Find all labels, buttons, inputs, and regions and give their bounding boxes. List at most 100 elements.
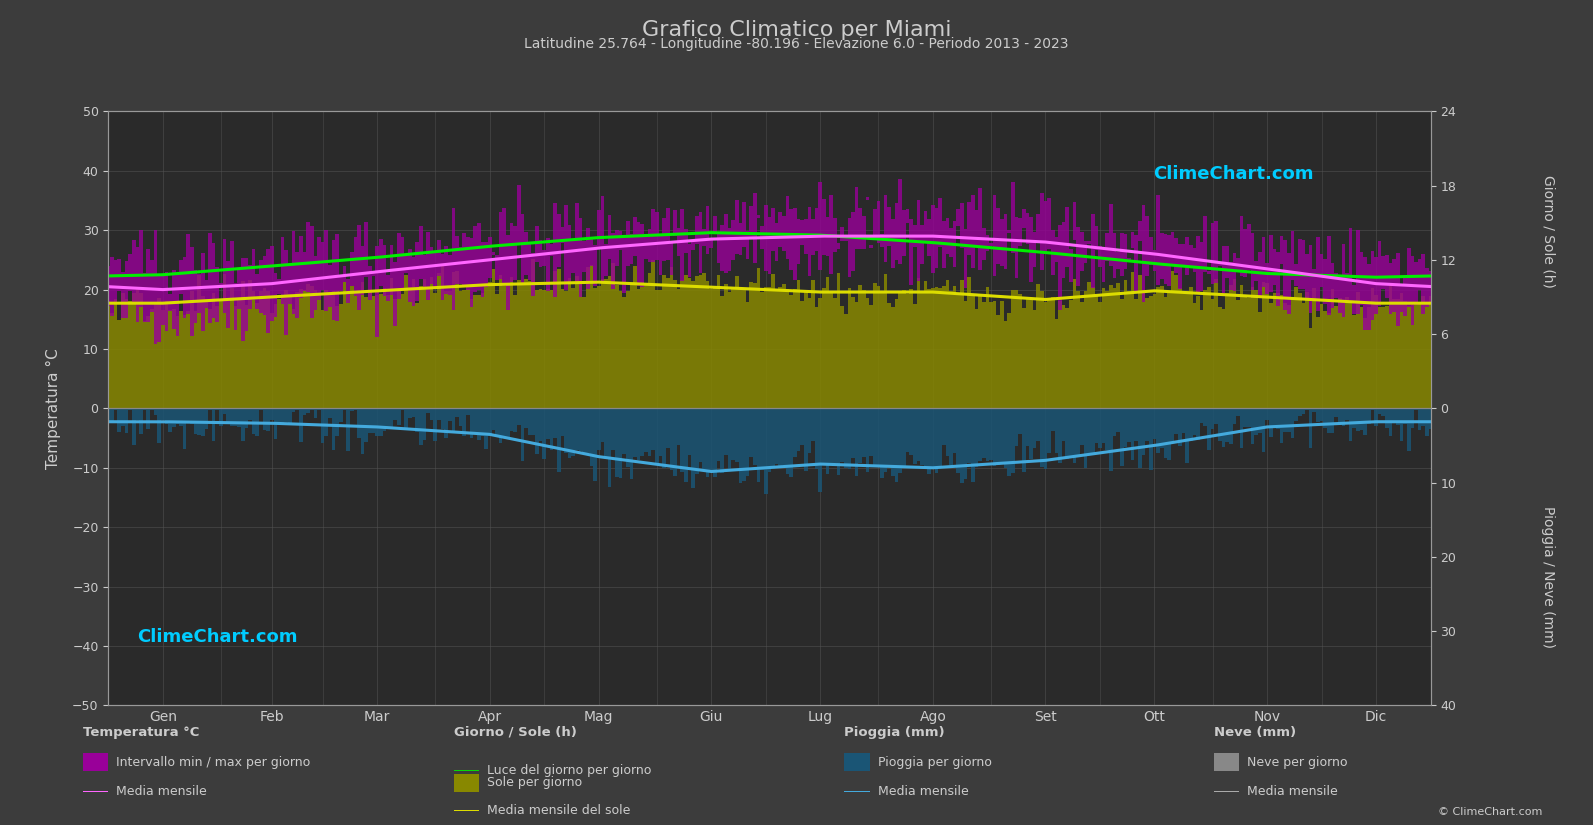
- Bar: [811, 408, 816, 441]
- Bar: [1395, 408, 1400, 425]
- Bar: [1145, 298, 1149, 408]
- Bar: [451, 272, 456, 408]
- Bar: [178, 408, 183, 426]
- Bar: [782, 215, 785, 251]
- Bar: [524, 408, 527, 428]
- Bar: [1120, 233, 1123, 276]
- Bar: [379, 294, 382, 408]
- Bar: [978, 294, 981, 408]
- Bar: [1094, 408, 1098, 443]
- Bar: [961, 408, 964, 483]
- Bar: [328, 408, 331, 417]
- Bar: [1410, 305, 1415, 408]
- Bar: [604, 408, 609, 456]
- Bar: [502, 408, 507, 438]
- Bar: [699, 408, 703, 462]
- Bar: [201, 296, 204, 408]
- Bar: [538, 289, 542, 408]
- Bar: [1007, 229, 1012, 233]
- Bar: [975, 210, 978, 245]
- Bar: [1370, 251, 1375, 320]
- Text: Neve (mm): Neve (mm): [1214, 726, 1297, 739]
- Bar: [564, 408, 567, 454]
- Bar: [1040, 193, 1043, 271]
- Bar: [1196, 295, 1200, 408]
- Bar: [155, 230, 158, 344]
- Bar: [793, 208, 796, 280]
- Bar: [1094, 295, 1098, 408]
- Bar: [1094, 226, 1098, 249]
- Bar: [150, 309, 155, 408]
- Bar: [401, 408, 405, 410]
- Bar: [1228, 262, 1233, 290]
- Bar: [110, 408, 113, 422]
- Bar: [524, 279, 527, 408]
- Bar: [143, 273, 147, 323]
- Bar: [865, 196, 870, 200]
- Bar: [1319, 254, 1324, 287]
- Bar: [1367, 408, 1370, 424]
- Bar: [285, 408, 288, 422]
- Bar: [481, 242, 484, 296]
- Bar: [800, 220, 804, 245]
- Bar: [706, 206, 709, 254]
- Bar: [331, 290, 336, 408]
- Bar: [336, 233, 339, 321]
- Bar: [1426, 408, 1429, 436]
- Bar: [742, 202, 746, 247]
- Bar: [564, 291, 567, 408]
- Bar: [280, 297, 285, 408]
- Bar: [1007, 313, 1012, 408]
- Bar: [703, 229, 706, 247]
- Bar: [978, 188, 981, 270]
- Bar: [575, 204, 578, 281]
- Bar: [992, 195, 997, 276]
- Bar: [1392, 299, 1395, 408]
- Bar: [887, 207, 890, 246]
- Bar: [589, 408, 593, 466]
- Bar: [1384, 408, 1389, 428]
- Bar: [626, 408, 629, 467]
- Bar: [1063, 408, 1066, 441]
- Bar: [1021, 308, 1026, 408]
- Bar: [714, 216, 717, 232]
- Bar: [495, 295, 499, 408]
- Bar: [325, 408, 328, 436]
- Bar: [393, 408, 397, 420]
- Bar: [553, 271, 558, 408]
- Bar: [637, 289, 640, 408]
- Text: Media mensile: Media mensile: [1247, 785, 1338, 798]
- Bar: [1341, 244, 1344, 318]
- Bar: [357, 224, 360, 310]
- Bar: [601, 280, 604, 408]
- Bar: [1389, 408, 1392, 436]
- Bar: [408, 249, 411, 302]
- Bar: [266, 249, 269, 332]
- Bar: [1338, 298, 1341, 408]
- Bar: [481, 408, 484, 436]
- Bar: [499, 275, 502, 408]
- Bar: [1258, 252, 1262, 296]
- Bar: [1395, 299, 1400, 408]
- Bar: [277, 408, 280, 422]
- Bar: [1309, 245, 1313, 313]
- Bar: [1410, 408, 1415, 428]
- Bar: [1309, 328, 1313, 408]
- Bar: [1106, 408, 1109, 450]
- Bar: [1284, 408, 1287, 431]
- Bar: [830, 408, 833, 465]
- Bar: [311, 286, 314, 408]
- Bar: [274, 273, 277, 317]
- Bar: [1335, 273, 1338, 298]
- Bar: [444, 408, 448, 437]
- Bar: [906, 209, 910, 223]
- Bar: [1069, 300, 1072, 408]
- Bar: [902, 210, 906, 256]
- Text: Grafico Climatico per Miami: Grafico Climatico per Miami: [642, 20, 951, 40]
- Bar: [578, 408, 583, 451]
- Bar: [476, 295, 481, 408]
- Bar: [623, 235, 626, 293]
- Bar: [1214, 221, 1219, 283]
- Bar: [890, 307, 895, 408]
- Bar: [1301, 408, 1305, 413]
